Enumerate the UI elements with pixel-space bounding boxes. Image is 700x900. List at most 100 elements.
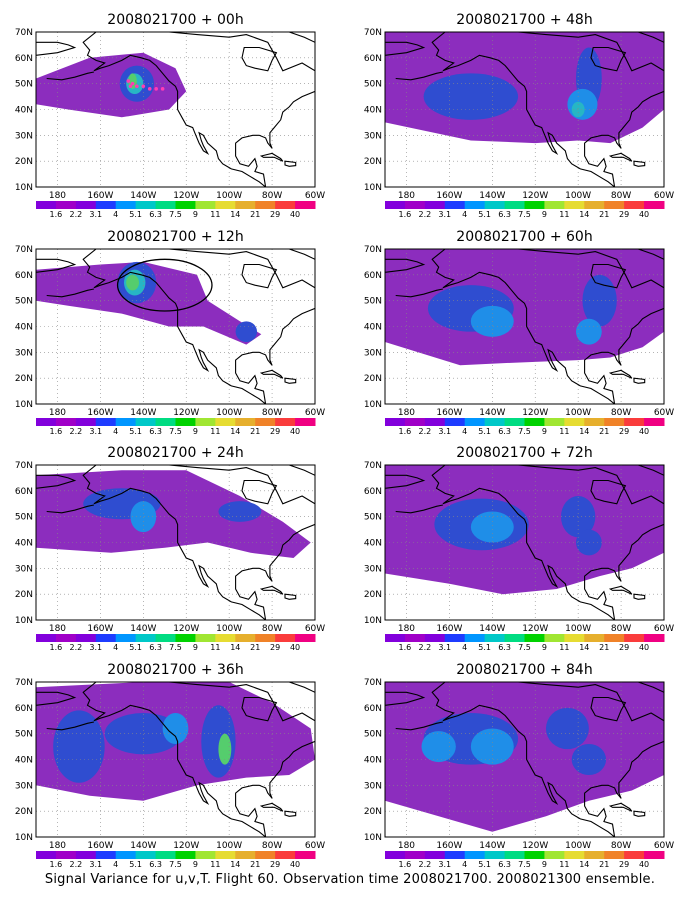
- colorbar-label: 6.3: [149, 210, 162, 219]
- colorbar-swatch: [135, 851, 157, 859]
- colorbar-swatch: [644, 634, 665, 642]
- colorbar-label: 7.5: [518, 210, 531, 219]
- colorbar-swatch: [404, 418, 426, 426]
- coastline: [608, 802, 633, 812]
- colorbar-swatch: [275, 418, 296, 426]
- panel-title: 2008021700 + 84h: [456, 662, 592, 678]
- colorbar-swatch: [464, 418, 486, 426]
- lon-tick-label: 120W: [173, 408, 199, 418]
- colorbar-swatch: [424, 201, 446, 209]
- map-frame: [384, 681, 665, 838]
- coastline: [590, 696, 627, 722]
- coastline: [36, 474, 77, 489]
- colorbar-swatch: [444, 418, 466, 426]
- colorbar-swatch: [524, 851, 545, 859]
- lat-tick-label: 40N: [364, 756, 382, 766]
- coastline: [590, 479, 627, 505]
- figure-caption: Signal Variance for u,v,T. Flight 60. Ob…: [44, 872, 656, 887]
- colorbar-label: 7.5: [518, 427, 531, 436]
- lat-tick-label: 30N: [364, 131, 382, 141]
- map-frame: [35, 31, 316, 188]
- observation-point: [130, 81, 135, 86]
- colorbar-label: 1.6: [50, 643, 63, 652]
- lon-tick-label: 80W: [262, 841, 282, 851]
- verification-region: [116, 258, 213, 312]
- panel-title: 2008021700 + 00h: [107, 12, 243, 28]
- lat-tick-label: 10N: [364, 833, 382, 843]
- colorbar-swatch: [295, 634, 316, 642]
- coastline: [385, 258, 426, 273]
- colorbar-swatch: [584, 201, 605, 209]
- colorbar-label: 11: [210, 210, 220, 219]
- colorbar-label: 11: [559, 860, 569, 869]
- colorbar-label: 1.6: [399, 860, 412, 869]
- colorbar-swatch: [75, 634, 97, 642]
- coastline: [284, 377, 297, 384]
- colorbar-swatch: [424, 634, 446, 642]
- lon-tick-label: 160W: [436, 191, 462, 201]
- colorbar-swatch: [195, 418, 216, 426]
- map-field: [385, 249, 664, 404]
- lat-tick-label: 20N: [15, 157, 33, 167]
- coastline: [431, 682, 664, 837]
- colorbar-swatch: [55, 418, 77, 426]
- coastline: [289, 682, 315, 693]
- colorbar-label: 14: [230, 860, 240, 869]
- variance-field: [36, 261, 262, 345]
- colorbar-label: 5.1: [129, 860, 142, 869]
- map-panel: 2008021700 + 48h 70N 60N 50N 40N 30N 20N 10N 180…: [364, 12, 674, 219]
- variance-contour: [235, 321, 258, 342]
- colorbar-label: 7.5: [518, 643, 531, 652]
- coastline: [633, 593, 646, 600]
- colorbar-label: 29: [270, 427, 280, 436]
- colorbar-label: 9: [542, 643, 547, 652]
- lat-tick-label: 50N: [15, 730, 33, 740]
- colorbar-swatch: [464, 201, 486, 209]
- colorbar-label: 11: [559, 427, 569, 436]
- coastline: [590, 263, 627, 289]
- colorbar-label: 14: [579, 643, 589, 652]
- colorbar-label: 40: [290, 860, 300, 869]
- colorbar-swatch: [544, 418, 565, 426]
- colorbar-swatch: [95, 201, 117, 209]
- lat-tick-label: 40N: [364, 323, 382, 333]
- colorbar-swatch: [444, 851, 466, 859]
- coastline: [608, 369, 633, 379]
- map-panel: 2008021700 + 84h 70N 60N 50N 40N 30N 20N 10N 180…: [364, 662, 674, 869]
- variance-contour: [470, 511, 514, 543]
- lon-tick-label: 180: [49, 624, 66, 634]
- colorbar-swatch: [524, 634, 545, 642]
- colorbar-swatch: [385, 634, 406, 642]
- colorbar-swatch: [175, 418, 196, 426]
- colorbar-swatch: [175, 201, 196, 209]
- colorbar-swatch: [604, 634, 625, 642]
- colorbar-swatch: [564, 851, 585, 859]
- colorbar-swatch: [215, 201, 236, 209]
- colorbar-swatch: [484, 634, 506, 642]
- colorbar-swatch: [155, 851, 176, 859]
- colorbar-label: 5.1: [129, 210, 142, 219]
- colorbar-label: 21: [599, 210, 609, 219]
- map-field: [385, 32, 664, 187]
- colorbar-swatch: [235, 201, 256, 209]
- colorbar-swatch: [36, 201, 57, 209]
- colorbar-swatch: [524, 201, 545, 209]
- lon-tick-label: 100W: [565, 408, 591, 418]
- colorbar-label: 3.1: [89, 860, 102, 869]
- colorbar-label: 29: [619, 860, 629, 869]
- colorbar-label: 1.6: [399, 643, 412, 652]
- colorbar-swatch: [195, 201, 216, 209]
- coastline: [395, 71, 444, 81]
- map-panel: 2008021700 + 60h 70N 60N 50N 40N 30N 20N 10N 180…: [364, 229, 674, 436]
- colorbar-label: 3.1: [438, 210, 451, 219]
- colorbar-swatch: [404, 201, 426, 209]
- colorbar-swatch: [155, 201, 176, 209]
- colorbar-swatch: [484, 418, 506, 426]
- lat-tick-label: 40N: [364, 539, 382, 549]
- lat-tick-label: 50N: [364, 80, 382, 90]
- colorbar-swatch: [275, 851, 296, 859]
- colorbar-swatch: [385, 851, 406, 859]
- coastline: [82, 465, 315, 620]
- coastline: [284, 593, 297, 600]
- colorbar-swatch: [424, 418, 446, 426]
